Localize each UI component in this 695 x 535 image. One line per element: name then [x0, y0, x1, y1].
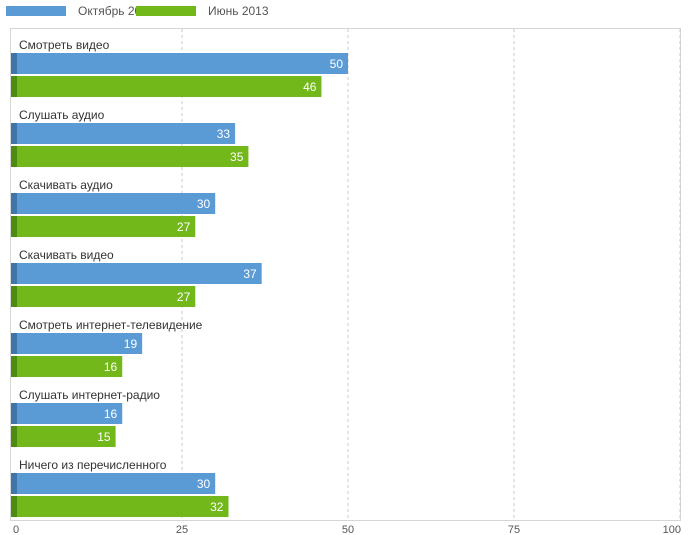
- bar-value-s2-5: 15: [97, 430, 111, 444]
- bar-s1-4: [11, 333, 143, 354]
- bar-value-s2-6: 32: [210, 500, 224, 514]
- bar-edge-s1-2: [11, 193, 17, 214]
- bar-s1-1: [11, 123, 236, 144]
- x-tick-label-25: 25: [176, 524, 188, 535]
- bar-s2-1: [11, 146, 249, 167]
- category-label-6: Ничего из перечисленного: [19, 458, 167, 472]
- bar-edge-s1-1: [11, 123, 17, 144]
- x-tick-label-75: 75: [508, 524, 520, 535]
- bar-value-s1-0: 50: [330, 57, 344, 71]
- bar-edge-s1-4: [11, 333, 17, 354]
- bar-value-s2-1: 35: [230, 150, 244, 164]
- bar-edge-s2-1: [11, 146, 17, 167]
- bar-s1-0: [11, 53, 348, 74]
- legend-item-series-2[interactable]: Июнь 2013: [136, 4, 269, 18]
- x-tick-label-0: 0: [13, 524, 19, 535]
- bar-value-s1-2: 30: [197, 197, 211, 211]
- bar-edge-s2-6: [11, 496, 17, 517]
- bar-edge-s2-5: [11, 426, 17, 447]
- legend-item-series-1[interactable]: Октябрь 2011: [6, 4, 154, 18]
- bar-value-s2-3: 27: [177, 290, 191, 304]
- bar-s1-3: [11, 263, 262, 284]
- bar-edge-s2-3: [11, 286, 17, 307]
- bar-s2-2: [11, 216, 196, 237]
- legend-label-series-2: Июнь 2013: [208, 4, 269, 18]
- bar-s1-5: [11, 403, 123, 424]
- legend-swatch-series-2: [136, 6, 196, 16]
- bar-s1-2: [11, 193, 216, 214]
- legend-label-series-1: Октябрь 2011: [78, 4, 154, 18]
- category-label-2: Скачивать аудио: [19, 178, 113, 192]
- bar-edge-s1-5: [11, 403, 17, 424]
- category-label-5: Слушать интернет-радио: [19, 388, 160, 402]
- category-label-1: Слушать аудио: [19, 108, 105, 122]
- bar-value-s1-4: 19: [124, 337, 138, 351]
- bar-edge-s2-0: [11, 76, 17, 97]
- bar-s1-6: [11, 473, 216, 494]
- bar-s2-3: [11, 286, 196, 307]
- bar-value-s2-0: 46: [303, 80, 317, 94]
- bar-edge-s1-6: [11, 473, 17, 494]
- x-tick-label-100: 100: [663, 524, 681, 535]
- bar-s2-5: [11, 426, 116, 447]
- bar-value-s1-5: 16: [104, 407, 118, 421]
- bar-edge-s1-0: [11, 53, 17, 74]
- bar-s2-0: [11, 76, 322, 97]
- bar-value-s1-3: 37: [243, 267, 257, 281]
- x-tick-label-50: 50: [342, 524, 354, 535]
- category-label-4: Смотреть интернет-телевидение: [19, 318, 203, 332]
- category-label-3: Скачивать видео: [19, 248, 114, 262]
- bar-value-s2-2: 27: [177, 220, 191, 234]
- bar-value-s1-6: 30: [197, 477, 211, 491]
- bar-s2-4: [11, 356, 123, 377]
- bar-value-s1-1: 33: [217, 127, 231, 141]
- bar-edge-s2-4: [11, 356, 17, 377]
- bar-s2-6: [11, 496, 229, 517]
- bar-value-s2-4: 16: [104, 360, 118, 374]
- bar-edge-s2-2: [11, 216, 17, 237]
- legend-swatch-series-1: [6, 6, 66, 16]
- category-label-0: Смотреть видео: [19, 38, 110, 52]
- bar-edge-s1-3: [11, 263, 17, 284]
- legend: Октябрь 2011 Июнь 2013: [0, 0, 695, 22]
